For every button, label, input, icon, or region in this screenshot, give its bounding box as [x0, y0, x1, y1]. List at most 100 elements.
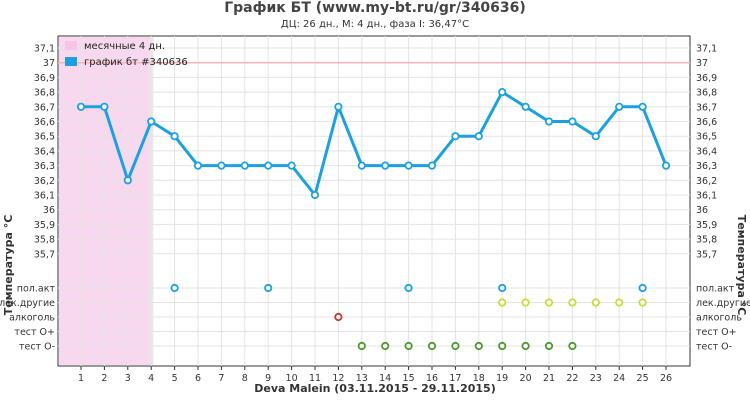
- data-point: [170, 132, 179, 141]
- marker-labels-left: пол.акт лек.другие алкоголь тест О+ тест О-: [0, 284, 55, 353]
- x-tick-label: 23: [590, 373, 602, 384]
- y-tick-label: 36,5: [34, 132, 55, 143]
- event-marker: [381, 341, 390, 351]
- marker-row-label: алкоголь: [9, 313, 55, 324]
- y-tick-label: 36,3: [34, 161, 55, 172]
- event-marker: [521, 298, 530, 307]
- event-marker: [544, 341, 554, 351]
- y-tick-label: 36,2: [34, 176, 55, 187]
- event-marker: [170, 283, 179, 293]
- marker-row-label: лек.другие: [0, 298, 55, 309]
- event-marker: [357, 341, 366, 351]
- marker-row-label-right: тест О+: [696, 327, 737, 338]
- x-tick-label: 8: [242, 373, 248, 384]
- x-tick-label: 20: [520, 373, 532, 384]
- event-marker: [404, 283, 413, 293]
- y-tick-label-right: 36,7: [696, 102, 717, 113]
- marker-row-label: тест О+: [14, 327, 55, 338]
- data-point: [451, 132, 460, 141]
- x-tick-label: 6: [195, 373, 201, 384]
- data-point: [287, 161, 296, 170]
- marker-row-label-right: тест О-: [696, 342, 732, 353]
- marker-row-label-right: алкоголь: [696, 313, 742, 324]
- y-tick-label: 36,1: [34, 191, 55, 202]
- data-point: [427, 161, 437, 170]
- y-tick-label-right: 35,7: [696, 249, 717, 260]
- y-axis-title-right: Температура °C: [735, 215, 748, 316]
- x-tick-label: 24: [613, 373, 625, 384]
- x-tick-label: 10: [286, 373, 298, 384]
- y-tick-label: 35,9: [34, 220, 55, 231]
- y-tick-label: 36,9: [34, 73, 55, 84]
- x-tick-label: 15: [403, 373, 415, 384]
- y-axis-title-left: Температура °C: [2, 215, 15, 316]
- marker-row-label: пол.акт: [17, 284, 56, 295]
- data-point: [521, 102, 530, 111]
- event-marker: [568, 341, 577, 351]
- x-tick-label: 25: [637, 373, 649, 384]
- event-marker: [404, 341, 413, 351]
- x-tick-label: 19: [496, 373, 508, 384]
- data-point: [357, 161, 366, 170]
- grid-lines: [58, 36, 690, 366]
- data-point: [217, 161, 226, 170]
- x-tick-label: 17: [449, 373, 461, 384]
- chart-title: График БТ (www.my-bt.ru/gr/340636): [224, 0, 526, 16]
- event-marker: [498, 341, 507, 351]
- marker-labels-right: пол.акт лек.другие алкоголь тест О+ тест О-: [696, 284, 750, 353]
- y-tick-label: 35,7: [34, 249, 55, 260]
- y-tick-label-right: 37: [696, 58, 708, 69]
- data-point: [334, 102, 343, 111]
- x-tick-label: 3: [125, 373, 131, 384]
- x-tick-label: 21: [543, 373, 555, 384]
- y-tick-label-right: 36,1: [696, 191, 717, 202]
- data-point: [123, 176, 132, 185]
- data-point: [498, 88, 507, 97]
- y-axis-right: 37,1 37 36,9 36,8 36,7 36,6 36,5 36,4 36,3 36,2 36…: [696, 44, 717, 261]
- data-point: [568, 117, 577, 126]
- y-axis-left: 37,1 37 36,9 36,8 36,7 36,6 36,5 36,4 36,3 36,2 36…: [34, 44, 55, 261]
- x-tick-label: 5: [172, 373, 178, 384]
- y-tick-label: 35,8: [34, 235, 55, 246]
- y-tick-label-right: 35,8: [696, 235, 717, 246]
- y-tick-label-right: 36,8: [696, 88, 717, 99]
- data-point: [147, 117, 156, 126]
- event-marker: [568, 298, 577, 307]
- x-tick-label: 14: [379, 373, 391, 384]
- event-marker: [264, 283, 273, 293]
- event-marker: [498, 283, 507, 293]
- event-marker: [451, 341, 460, 351]
- event-marker: [638, 283, 647, 293]
- event-markers: [170, 283, 647, 351]
- data-point: [638, 102, 647, 111]
- data-point: [310, 190, 320, 200]
- y-tick-label: 36,8: [34, 88, 55, 99]
- chart-subtitle: ДЦ: 26 дн., М: 4 дн., фаза I: 36,47°C: [281, 19, 469, 30]
- marker-row-label: тест О-: [19, 342, 55, 353]
- x-tick-label: 1: [78, 373, 84, 384]
- data-point: [76, 102, 86, 111]
- event-marker: [521, 341, 530, 351]
- x-tick-label: 9: [265, 373, 271, 384]
- legend-label: график бт #340636: [84, 57, 188, 68]
- event-marker: [427, 341, 437, 351]
- marker-row-label-right: лек.другие: [696, 298, 750, 309]
- temperature-series: [76, 88, 671, 200]
- y-tick-label-right: 36: [696, 205, 708, 216]
- x-tick-label: 18: [473, 373, 485, 384]
- marker-row-label-right: пол.акт: [696, 284, 735, 295]
- y-tick-label-right: 35,9: [696, 220, 717, 231]
- event-marker: [474, 341, 483, 351]
- y-tick-label-right: 36,6: [696, 117, 717, 128]
- y-tick-label: 36,6: [34, 117, 55, 128]
- data-point: [264, 161, 273, 170]
- x-tick-label: 13: [356, 373, 368, 384]
- x-axis-title: Deva Malein (03.11.2015 - 29.11.2015): [254, 382, 496, 395]
- x-tick-label: 16: [426, 373, 438, 384]
- y-tick-label: 37,1: [34, 44, 55, 55]
- data-point: [100, 102, 109, 111]
- event-marker: [591, 298, 600, 307]
- legend-swatch: [65, 41, 77, 50]
- y-tick-label-right: 36,9: [696, 73, 717, 84]
